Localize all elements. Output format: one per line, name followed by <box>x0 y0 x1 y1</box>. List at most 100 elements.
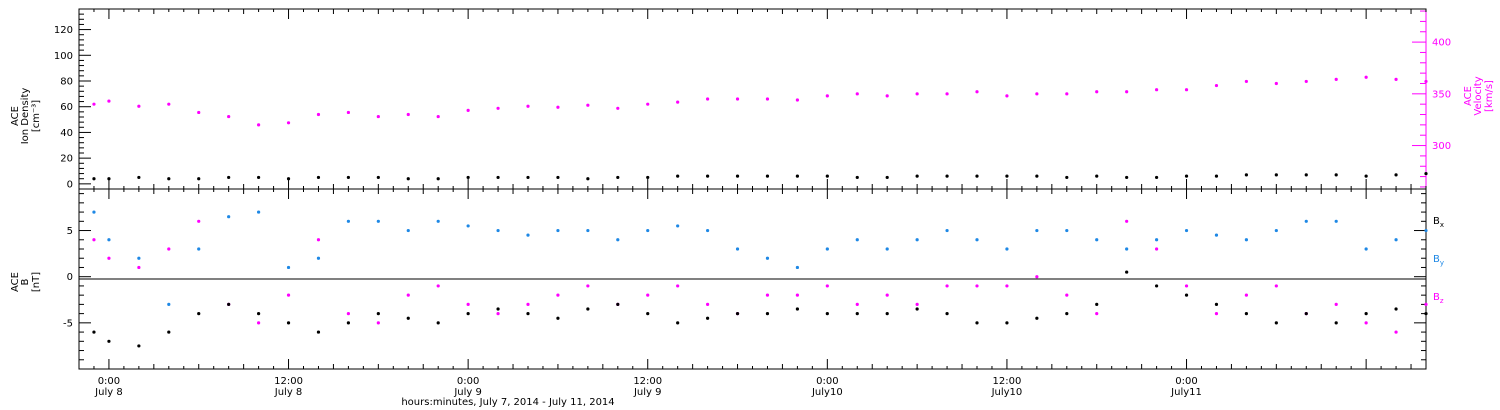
bz-point <box>1244 293 1248 297</box>
bx-point <box>316 330 321 334</box>
top-series <box>92 75 1428 181</box>
bz-point <box>765 293 770 297</box>
bx-point <box>137 344 141 348</box>
density-point <box>1065 175 1069 180</box>
velocity-point <box>227 114 231 119</box>
velocity-point <box>406 112 410 117</box>
bx-point <box>496 307 500 311</box>
density-point <box>1214 174 1219 178</box>
bx-point <box>167 330 171 334</box>
by-point <box>1184 228 1189 233</box>
bz-point <box>1394 330 1398 334</box>
by-point <box>945 228 949 233</box>
velocity-point <box>825 94 829 98</box>
bz-point <box>406 293 410 297</box>
density-point <box>316 175 321 180</box>
density-point <box>346 175 350 180</box>
density-point <box>1184 174 1189 178</box>
bx-point <box>975 321 979 325</box>
bz-point <box>1184 284 1189 288</box>
bx-point <box>765 312 770 316</box>
by-point <box>1035 228 1039 233</box>
bz-point <box>436 284 440 288</box>
time-tick-label: 12:00 <box>633 376 662 387</box>
velocity-point <box>1424 79 1428 84</box>
by-point <box>107 238 111 242</box>
top-panel-frame <box>78 8 1427 190</box>
bx-point <box>526 312 530 316</box>
bz-point <box>885 293 889 297</box>
date-tick-label: July10 <box>991 387 1023 398</box>
bx-point <box>735 312 740 316</box>
velocity-point <box>1244 79 1248 84</box>
by-point <box>526 233 530 237</box>
velocity-point <box>945 92 949 96</box>
time-tick-label: 12:00 <box>274 376 303 387</box>
bx-point <box>1244 312 1248 316</box>
bz-point <box>346 312 350 316</box>
bx-point <box>556 316 560 320</box>
bx-point <box>1095 302 1099 306</box>
bz-point <box>197 219 201 223</box>
bx-point <box>466 312 470 316</box>
bz-point <box>1424 302 1428 306</box>
density-point <box>885 175 889 180</box>
bx-point <box>1304 312 1308 316</box>
velocity-point <box>376 114 380 119</box>
bx-point <box>616 302 620 306</box>
density-point <box>197 177 201 181</box>
density-point <box>1005 174 1009 178</box>
date-tick-label: July 8 <box>274 387 303 398</box>
bz-point <box>915 302 919 306</box>
density-point <box>227 175 231 180</box>
by-point <box>1394 238 1398 242</box>
velocity-point <box>1364 75 1368 79</box>
bz-point <box>1125 219 1129 223</box>
bx-point <box>197 312 201 316</box>
velocity-title-line1: ACE <box>1463 86 1474 106</box>
density-title-line2: Ion Density <box>20 88 31 145</box>
velocity-point <box>466 108 470 112</box>
density-point <box>1125 175 1129 180</box>
bz-point <box>1214 312 1219 316</box>
bz-point <box>92 238 96 242</box>
velocity-point <box>346 110 350 115</box>
bz-point <box>975 284 979 288</box>
by-point <box>466 224 470 228</box>
density-point <box>107 177 111 181</box>
velocity-point <box>316 112 321 117</box>
bx-point <box>107 339 111 343</box>
by-point <box>1274 228 1278 233</box>
by-point <box>227 215 231 219</box>
bz-point <box>466 302 470 306</box>
by-point <box>197 247 201 251</box>
velocity-point <box>1214 83 1219 88</box>
velocity-tick-label: 400 <box>1432 38 1451 49</box>
by-point <box>706 228 710 233</box>
velocity-point <box>286 121 291 125</box>
density-point <box>1304 173 1308 177</box>
time-tick-label: 0:00 <box>457 376 479 387</box>
velocity-title-line2: Velocity <box>1473 76 1484 115</box>
velocity-point <box>1065 92 1069 96</box>
bz-point <box>945 284 949 288</box>
bx-point <box>436 321 440 325</box>
top-velocity-axis: 300 350 400 <box>1412 9 1451 189</box>
density-tick-label: 0 <box>67 179 73 190</box>
by-point <box>616 238 620 242</box>
density-point <box>1244 173 1248 177</box>
bx-point <box>376 312 380 316</box>
time-tick-label: 0:00 <box>816 376 838 387</box>
density-point <box>1035 174 1039 178</box>
legend-by: By <box>1433 254 1444 267</box>
velocity-point <box>586 103 590 107</box>
by-point <box>316 256 321 260</box>
density-point <box>616 175 620 180</box>
by-point <box>1214 233 1219 237</box>
velocity-point <box>137 104 141 108</box>
by-point <box>765 256 770 260</box>
bx-point <box>945 312 949 316</box>
density-point <box>646 175 650 180</box>
field-tick-label: 5 <box>67 226 73 237</box>
